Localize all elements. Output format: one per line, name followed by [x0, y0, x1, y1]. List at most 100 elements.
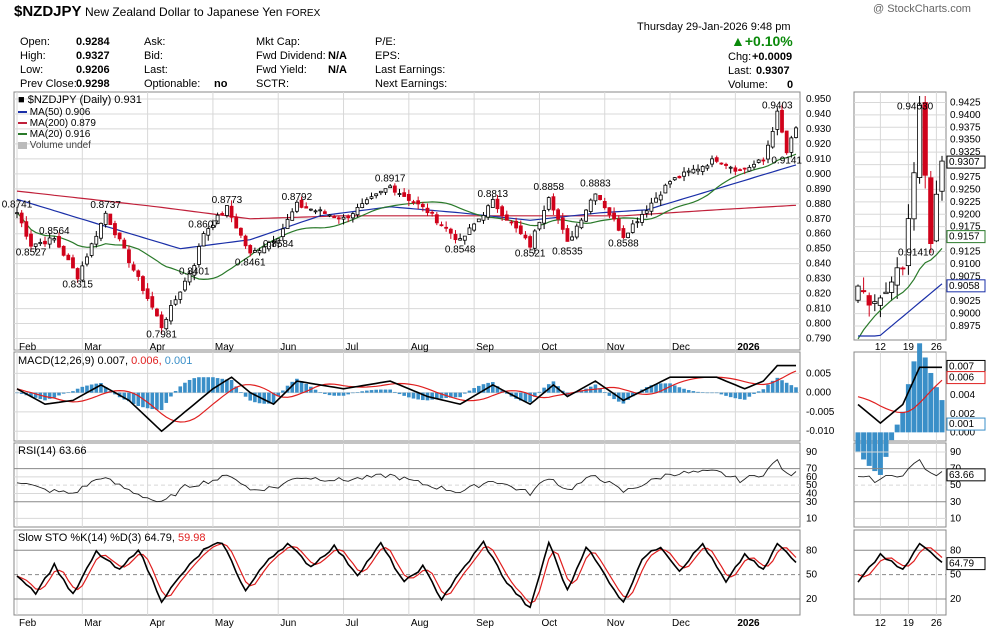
zoom-x-tick-bottom: 12	[875, 618, 887, 629]
price-candle	[472, 223, 477, 231]
price-candle	[612, 212, 616, 220]
macd-hist-bar	[145, 392, 150, 409]
price-candle	[705, 165, 710, 169]
price-candle	[691, 168, 696, 174]
price-annotation: 0.8607	[188, 220, 219, 231]
ma200-line	[16, 190, 797, 220]
price-candle	[411, 201, 416, 204]
price-x-tick: Apr	[150, 342, 166, 353]
price-candle	[75, 268, 80, 280]
prev-close-value: 0.9298	[76, 78, 110, 90]
rsi-y-tick: 90	[806, 447, 818, 458]
sto-x-tick: 2026	[737, 618, 760, 629]
zoom-price-frame	[853, 91, 947, 341]
sto-x-tick: Jun	[280, 618, 296, 629]
macd-hist-bar	[416, 392, 420, 400]
macd-hist-bar	[164, 392, 169, 403]
price-candle	[784, 130, 789, 154]
price-candle	[29, 233, 33, 247]
price-candle	[369, 196, 374, 199]
price-candle	[570, 236, 574, 241]
macd-hist-bar	[602, 392, 607, 393]
price-candle	[117, 232, 122, 240]
price-candle	[546, 197, 551, 210]
zoom-macd-line	[857, 366, 942, 425]
price-candle	[43, 240, 47, 245]
volume-legend-text: Volume undef	[29, 140, 91, 151]
macd-hist-bar	[686, 390, 691, 393]
sto-x-tick: Nov	[607, 618, 625, 629]
zoom-x-tick-bottom: 19	[903, 618, 915, 629]
zoom-y-tick: 0.9100	[950, 259, 981, 270]
zoom-candle	[905, 218, 912, 267]
ma200-legend-text: MA(200) 0.879	[29, 118, 96, 129]
price-candle	[677, 175, 682, 179]
price-candle	[173, 299, 178, 305]
macd-hist-bar	[728, 392, 733, 398]
macd-hist-bar	[234, 386, 239, 393]
price-candle	[19, 212, 24, 224]
price-candle	[215, 214, 220, 225]
macd-hist-bar	[714, 392, 719, 394]
price-candle	[280, 228, 285, 238]
zoom-x-tick: 19	[903, 342, 915, 353]
price-annotation: 0.8461	[235, 258, 266, 269]
price-candle	[593, 193, 598, 202]
macd-hist-bar	[33, 392, 38, 398]
price-candle	[752, 163, 756, 168]
price-annotation: 0.8401	[179, 267, 210, 278]
price-candle	[504, 214, 509, 221]
rsi-y-tick: 30	[806, 497, 818, 508]
zoom-y-tick: 0.9125	[950, 247, 981, 258]
macd-panel-frame	[13, 351, 801, 442]
price-candle	[728, 166, 733, 169]
macd-hist-bar	[775, 377, 780, 393]
zoom-macd-hist	[928, 372, 934, 433]
price-candle	[453, 233, 458, 241]
macd-hist-bar	[649, 385, 654, 393]
price-candle	[724, 163, 728, 166]
macd-hist-bar	[435, 392, 439, 399]
macd-line	[16, 364, 796, 433]
price-candle	[458, 238, 463, 241]
price-annotation: 0.8813	[477, 189, 508, 200]
price-candle	[113, 223, 117, 236]
price-candle	[201, 233, 206, 247]
macd-hist-bar	[327, 392, 332, 396]
price-x-tick: Jun	[280, 342, 296, 353]
macd-hist-bar	[383, 389, 388, 393]
zoom-macd-frame	[853, 351, 947, 442]
price-candle	[663, 184, 668, 194]
price-candle	[579, 219, 584, 229]
zoom-macd-badge: 0.007	[949, 361, 974, 372]
macd-hist-bar	[411, 392, 416, 399]
price-annotation: 0.8521	[515, 249, 546, 260]
zoom-macd-tick: 0.002	[950, 409, 975, 420]
zoom-y-tick: 0.9350	[950, 135, 981, 146]
sto-x-tick: Mar	[84, 618, 102, 629]
macd-hist-bar	[80, 386, 85, 393]
macd-hist-bar	[253, 392, 257, 403]
zoom-ma20-badge: 0.9157	[949, 232, 980, 243]
price-candle	[271, 241, 276, 244]
price-y-tick: 0.890	[806, 184, 831, 195]
macd-hist-bar	[463, 392, 467, 394]
price-annotation: 0.8741	[2, 200, 33, 211]
zoom-macd-hist	[889, 432, 895, 441]
price-candle	[318, 209, 323, 212]
price-y-tick: 0.830	[806, 274, 831, 285]
ma200-swatch	[18, 122, 27, 125]
sto-x-tick: Apr	[150, 618, 166, 629]
price-candle	[621, 228, 626, 238]
price-candle	[626, 232, 630, 239]
macd-hist-bar	[211, 377, 215, 393]
macd-hist-bar	[644, 387, 649, 393]
zoom-y-tick: 0.9225	[950, 197, 981, 208]
price-candle	[742, 167, 747, 170]
zoom-y-tick: 0.9275	[950, 172, 981, 183]
zoom-candle	[877, 297, 884, 306]
macd-legend-main: MACD(12,26,9) 0.007,	[18, 355, 129, 367]
price-candle	[136, 270, 141, 277]
moving-averages	[16, 153, 797, 281]
zoom-y-tick: 0.9325	[950, 147, 981, 158]
